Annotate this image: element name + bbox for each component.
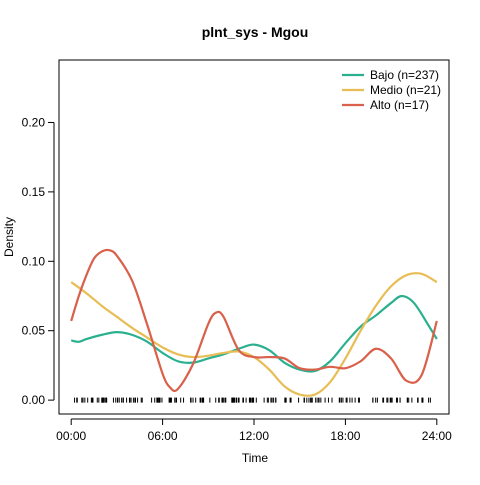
x-tick-label: 06:00 bbox=[148, 429, 178, 443]
y-tick-label: 0.00 bbox=[22, 393, 46, 407]
x-tick-label: 00:00 bbox=[56, 429, 86, 443]
x-tick-label: 24:00 bbox=[422, 429, 452, 443]
series-layer bbox=[70, 248, 438, 397]
y-axis-label: Density bbox=[2, 217, 16, 257]
plot-frame bbox=[58, 59, 450, 415]
x-axis-label: Time bbox=[242, 451, 269, 465]
chart-title: plnt_sys - Mgou bbox=[202, 24, 309, 40]
rug-layer bbox=[74, 397, 431, 403]
series-line-0 bbox=[70, 294, 438, 373]
legend-label-1: Medio (n=21) bbox=[370, 83, 441, 97]
series-line-1 bbox=[70, 272, 438, 397]
legend: Bajo (n=237)Medio (n=21)Alto (n=17) bbox=[342, 68, 441, 112]
legend-label-2: Alto (n=17) bbox=[370, 98, 429, 112]
y-tick-label: 0.15 bbox=[22, 185, 46, 199]
y-tick-label: 0.20 bbox=[22, 115, 46, 129]
series-line-2 bbox=[70, 248, 438, 393]
y-tick-label: 0.10 bbox=[22, 254, 46, 268]
x-tick-label: 12:00 bbox=[239, 429, 269, 443]
axes-layer: 00:00 06:00 12:00 18:00 24:00 0.00 0.05 0.10 0.1… bbox=[22, 115, 453, 443]
y-tick-label: 0.05 bbox=[22, 324, 46, 338]
legend-label-0: Bajo (n=237) bbox=[370, 68, 439, 82]
x-tick-label: 18:00 bbox=[330, 429, 360, 443]
